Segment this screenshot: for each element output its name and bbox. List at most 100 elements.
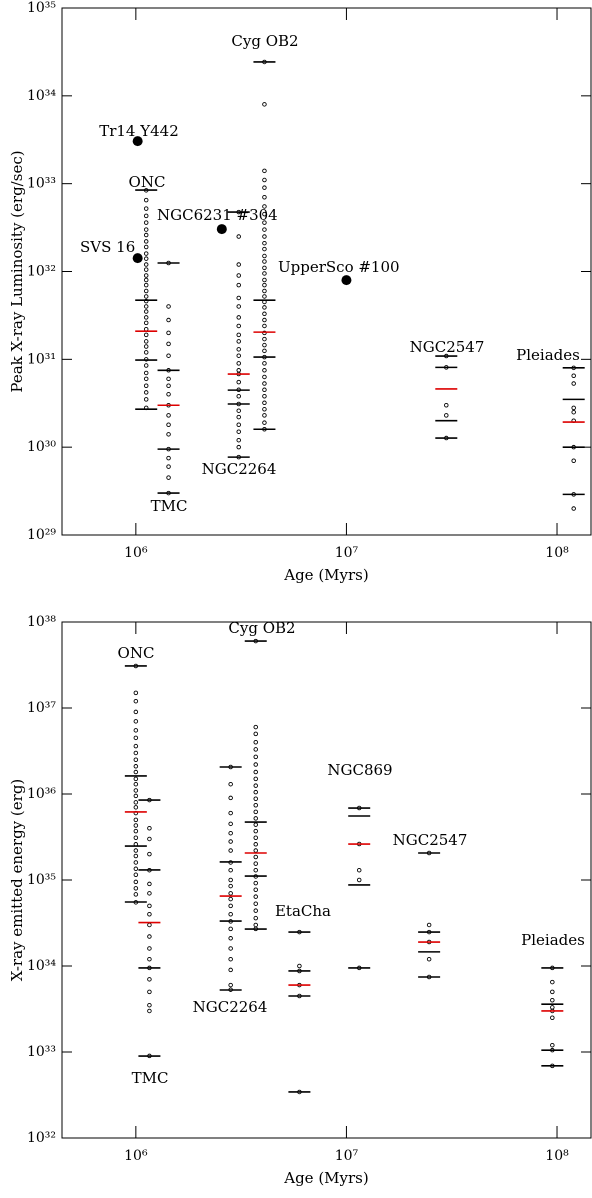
data-point (143, 320, 149, 326)
data-point (133, 835, 139, 840)
y-tick-label: 10³² (27, 1130, 56, 1146)
data-point (228, 982, 233, 988)
series-label: TMC (151, 497, 188, 515)
data-point (253, 809, 258, 815)
data-point (262, 305, 267, 310)
x-axis-label: Age (Myrs) (283, 1169, 369, 1187)
data-point (228, 867, 233, 873)
data-point (253, 739, 258, 745)
data-point (236, 437, 241, 443)
data-point (166, 353, 171, 358)
y-tick-label: 10³⁸ (27, 614, 56, 630)
series-label: Pleiades (516, 346, 580, 364)
data-point (253, 908, 258, 913)
data-point (262, 400, 267, 406)
data-point (133, 709, 139, 715)
data-point (550, 989, 555, 995)
data-point (253, 762, 258, 767)
data-point (143, 363, 149, 368)
data-point (253, 867, 258, 873)
data-point (253, 854, 258, 860)
data-point (262, 317, 267, 323)
plot-frame (61, 621, 592, 1139)
data-point (236, 379, 241, 385)
data-point (143, 256, 149, 261)
data-point (228, 781, 233, 787)
data-point (133, 728, 139, 733)
data-point (262, 393, 267, 399)
data-point (147, 977, 152, 982)
data-point (133, 698, 139, 704)
data-point (262, 211, 267, 217)
data-point (253, 828, 258, 834)
data-point (262, 361, 267, 366)
data-point (166, 455, 171, 461)
data-point (236, 408, 241, 413)
data-point (236, 422, 241, 427)
data-point (143, 332, 149, 338)
x-tick-label: 10⁷ (335, 545, 359, 561)
data-point (236, 282, 241, 288)
data-point (236, 262, 241, 267)
data-point (262, 277, 267, 283)
data-point (143, 339, 149, 344)
data-point (228, 896, 233, 902)
highlight-point (341, 275, 352, 286)
data-point (147, 989, 152, 995)
data-point (426, 922, 432, 928)
data-point (444, 403, 449, 408)
data-point (143, 206, 149, 211)
data-point (166, 376, 171, 382)
data-point (253, 754, 258, 760)
series-label: ONC (118, 644, 155, 662)
series-label: Pleiades (521, 931, 585, 949)
series-label: NGC2264 (193, 998, 268, 1016)
data-point (166, 413, 171, 418)
data-point (550, 1015, 555, 1021)
x-tick-label: 10⁶ (124, 545, 148, 561)
y-tick-label: 10²⁹ (27, 527, 56, 543)
data-point (133, 805, 139, 810)
data-point (166, 475, 171, 480)
data-point (143, 397, 149, 402)
y-tick-label: 10³⁵ (27, 872, 56, 888)
series-label: ONC (129, 173, 166, 191)
data-point (143, 383, 149, 389)
data-point (143, 197, 149, 203)
data-point (166, 330, 171, 336)
data-point (143, 309, 149, 314)
y-tick-label: 10³² (27, 264, 56, 280)
data-point (228, 810, 233, 816)
data-point (228, 936, 233, 941)
data-point (143, 298, 149, 304)
data-point (550, 979, 555, 985)
series-label: NGC869 (327, 761, 392, 779)
data-point (550, 997, 555, 1003)
data-point (133, 793, 139, 799)
data-point (253, 848, 258, 853)
data-point (253, 861, 258, 866)
highlight-label: SVS 16 (80, 238, 135, 256)
data-point (133, 872, 139, 878)
data-point (166, 464, 171, 469)
data-point (236, 339, 241, 344)
y-tick-label: 10³³ (27, 1044, 56, 1060)
data-point (143, 244, 149, 250)
data-point (262, 336, 267, 342)
x-axis-label: Age (Myrs) (283, 566, 369, 584)
data-point (147, 836, 152, 842)
series-label: NGC2547 (393, 831, 468, 849)
data-point (236, 323, 241, 329)
data-point (143, 277, 149, 283)
data-point (143, 213, 149, 219)
data-point (262, 195, 267, 200)
y-tick-label: 10³⁰ (27, 439, 56, 455)
data-point (253, 724, 258, 730)
data-point (143, 376, 149, 382)
y-tick-label: 10³⁴ (27, 88, 56, 104)
data-point (262, 387, 267, 393)
data-point (262, 294, 267, 299)
data-point (236, 315, 241, 320)
data-point (253, 887, 258, 893)
